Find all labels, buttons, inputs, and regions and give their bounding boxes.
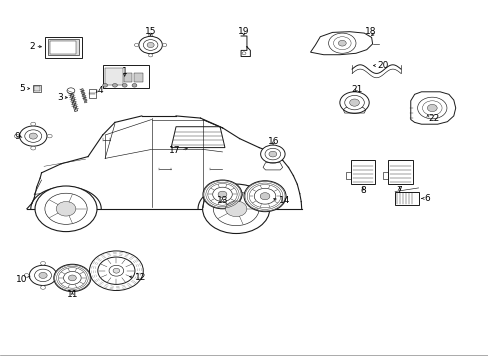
Text: 18: 18 xyxy=(364,27,376,36)
Circle shape xyxy=(344,95,364,110)
Circle shape xyxy=(162,44,166,46)
Circle shape xyxy=(57,274,62,277)
Circle shape xyxy=(202,184,269,234)
Circle shape xyxy=(41,286,45,289)
Circle shape xyxy=(218,191,226,198)
Circle shape xyxy=(35,269,51,282)
FancyBboxPatch shape xyxy=(387,160,412,184)
Circle shape xyxy=(148,33,152,36)
Text: 12: 12 xyxy=(134,274,145,282)
Circle shape xyxy=(260,145,285,163)
Circle shape xyxy=(29,265,57,285)
Text: 2: 2 xyxy=(29,41,35,50)
Text: 3: 3 xyxy=(57,93,62,102)
Circle shape xyxy=(132,84,137,87)
Text: 22: 22 xyxy=(427,113,438,122)
Circle shape xyxy=(203,180,242,209)
FancyBboxPatch shape xyxy=(382,172,387,179)
Text: 13: 13 xyxy=(216,197,228,205)
Circle shape xyxy=(31,122,36,126)
Circle shape xyxy=(56,202,76,216)
Circle shape xyxy=(29,133,37,139)
Text: 21: 21 xyxy=(350,85,362,94)
Text: 15: 15 xyxy=(144,27,156,36)
FancyBboxPatch shape xyxy=(134,73,143,82)
Circle shape xyxy=(45,193,87,224)
Circle shape xyxy=(143,40,158,50)
FancyBboxPatch shape xyxy=(102,65,149,88)
Text: 1: 1 xyxy=(122,68,127,77)
Text: 14: 14 xyxy=(278,197,289,205)
Circle shape xyxy=(268,151,276,157)
Circle shape xyxy=(225,201,246,217)
Text: 5: 5 xyxy=(20,84,25,93)
Circle shape xyxy=(417,97,446,119)
Circle shape xyxy=(427,104,436,112)
Circle shape xyxy=(109,265,123,276)
Circle shape xyxy=(25,130,41,142)
Circle shape xyxy=(212,187,232,202)
Circle shape xyxy=(349,99,359,106)
Circle shape xyxy=(139,36,162,54)
FancyBboxPatch shape xyxy=(50,41,76,54)
Text: 4: 4 xyxy=(98,86,103,95)
FancyBboxPatch shape xyxy=(350,160,374,184)
Circle shape xyxy=(134,44,139,46)
Circle shape xyxy=(41,261,45,265)
Circle shape xyxy=(24,274,29,277)
Circle shape xyxy=(264,148,280,160)
Circle shape xyxy=(14,134,19,138)
Text: 16: 16 xyxy=(267,136,279,145)
Text: 19: 19 xyxy=(237,27,249,36)
Circle shape xyxy=(254,188,275,204)
Circle shape xyxy=(113,268,120,273)
Circle shape xyxy=(260,193,269,200)
FancyBboxPatch shape xyxy=(105,68,122,85)
Circle shape xyxy=(54,264,91,292)
FancyBboxPatch shape xyxy=(123,73,132,82)
Circle shape xyxy=(112,84,117,87)
Text: 11: 11 xyxy=(66,289,78,299)
Circle shape xyxy=(39,273,47,278)
Circle shape xyxy=(35,186,97,231)
FancyBboxPatch shape xyxy=(33,85,41,92)
Circle shape xyxy=(98,257,135,284)
FancyBboxPatch shape xyxy=(346,172,350,179)
Text: 8: 8 xyxy=(359,186,365,194)
Text: 17: 17 xyxy=(169,146,181,155)
Circle shape xyxy=(244,181,285,212)
Text: 20: 20 xyxy=(377,61,388,70)
Circle shape xyxy=(339,92,368,113)
Circle shape xyxy=(47,134,52,138)
Circle shape xyxy=(31,147,36,150)
Circle shape xyxy=(102,84,107,87)
FancyBboxPatch shape xyxy=(89,89,96,98)
Text: 7: 7 xyxy=(396,186,402,194)
Text: 6: 6 xyxy=(424,194,429,203)
Circle shape xyxy=(67,88,75,94)
Text: 10: 10 xyxy=(16,274,28,284)
FancyBboxPatch shape xyxy=(34,86,40,91)
FancyBboxPatch shape xyxy=(45,37,81,58)
Circle shape xyxy=(147,42,154,48)
Circle shape xyxy=(68,275,76,281)
Circle shape xyxy=(20,126,47,146)
Text: 9: 9 xyxy=(15,132,20,141)
Circle shape xyxy=(213,192,259,226)
Circle shape xyxy=(338,40,346,46)
FancyBboxPatch shape xyxy=(48,39,79,55)
Circle shape xyxy=(148,54,152,57)
FancyBboxPatch shape xyxy=(394,192,418,205)
Circle shape xyxy=(122,84,127,87)
Circle shape xyxy=(63,271,81,284)
